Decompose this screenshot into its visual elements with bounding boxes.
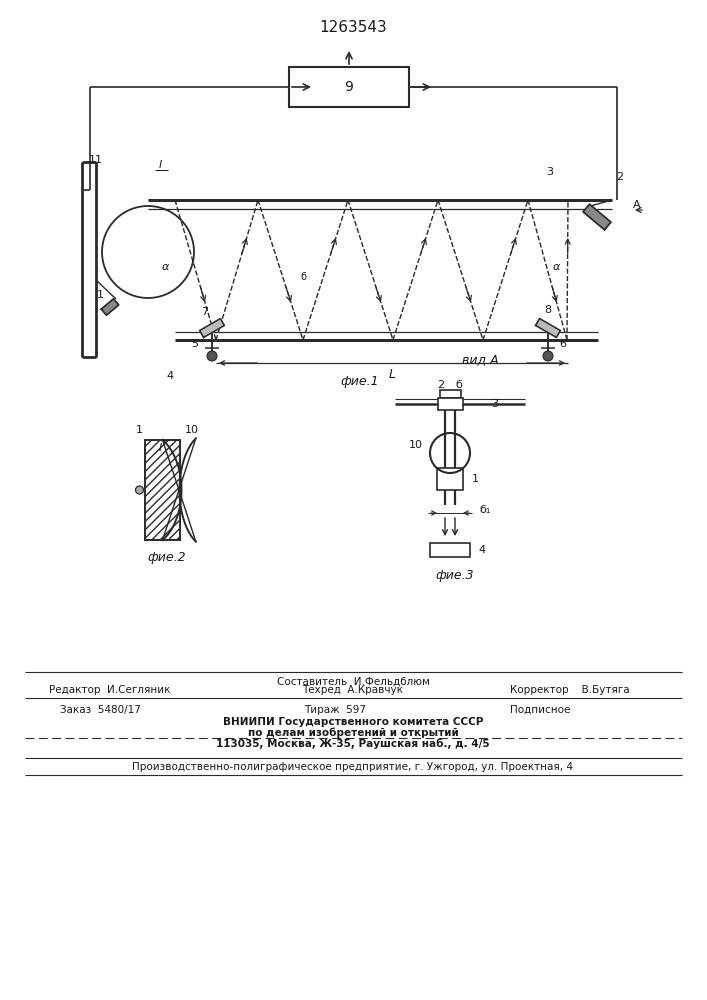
Polygon shape bbox=[101, 299, 119, 315]
Text: 8: 8 bbox=[544, 305, 551, 315]
Text: по делам изобретений и открытий: по делам изобретений и открытий bbox=[247, 728, 458, 738]
Text: α: α bbox=[552, 262, 560, 272]
Bar bbox=[438, 398, 462, 410]
Circle shape bbox=[136, 486, 144, 494]
Text: α: α bbox=[161, 262, 169, 272]
Text: 1: 1 bbox=[472, 474, 479, 484]
Text: 4: 4 bbox=[479, 545, 486, 555]
Text: 1: 1 bbox=[96, 290, 103, 300]
Polygon shape bbox=[199, 319, 224, 337]
Text: 113035, Москва, Ж-35, Раушская наб., д. 4/5: 113035, Москва, Ж-35, Раушская наб., д. … bbox=[216, 739, 490, 749]
Text: 1263543: 1263543 bbox=[319, 20, 387, 35]
Text: 2: 2 bbox=[438, 380, 445, 390]
Text: Корректор    В.Бутяга: Корректор В.Бутяга bbox=[510, 685, 630, 695]
Text: вид А: вид А bbox=[462, 354, 498, 366]
Polygon shape bbox=[536, 319, 561, 337]
Text: L: L bbox=[389, 367, 395, 380]
Text: фие.2: фие.2 bbox=[148, 552, 187, 564]
Text: 2: 2 bbox=[617, 172, 624, 182]
Text: 10: 10 bbox=[409, 440, 423, 450]
Text: Редактор  И.Сегляник: Редактор И.Сегляник bbox=[49, 685, 171, 695]
Bar bbox=[430, 543, 470, 557]
Text: б: б bbox=[455, 380, 462, 390]
Text: 5: 5 bbox=[192, 339, 199, 349]
Bar bbox=[440, 390, 460, 398]
Text: 1: 1 bbox=[136, 425, 143, 435]
Text: 9: 9 bbox=[344, 80, 354, 94]
Text: A: A bbox=[633, 200, 641, 210]
Text: ВНИИПИ Государственного комитета СССР: ВНИИПИ Государственного комитета СССР bbox=[223, 717, 483, 727]
Bar bbox=[437, 468, 463, 490]
Bar bbox=[289, 67, 409, 107]
Text: б: б bbox=[300, 272, 306, 282]
Text: 6: 6 bbox=[559, 339, 566, 349]
Text: Техред  А.Кравчук: Техред А.Кравчук bbox=[303, 685, 404, 695]
Text: фие.1: фие.1 bbox=[341, 375, 380, 388]
Text: б₁: б₁ bbox=[479, 505, 491, 515]
Text: Заказ  5480/17: Заказ 5480/17 bbox=[59, 705, 141, 715]
Text: фие.3: фие.3 bbox=[436, 568, 474, 582]
Text: 7: 7 bbox=[201, 307, 209, 317]
Text: 3: 3 bbox=[547, 167, 554, 177]
Text: Тираж  597: Тираж 597 bbox=[304, 705, 366, 715]
Text: I: I bbox=[158, 443, 162, 453]
Text: I: I bbox=[158, 160, 162, 170]
Text: Подписное: Подписное bbox=[510, 705, 570, 715]
Text: Составитель  И.Фельдблюм: Составитель И.Фельдблюм bbox=[276, 677, 429, 687]
Text: 10: 10 bbox=[185, 425, 199, 435]
Text: 3: 3 bbox=[491, 399, 498, 409]
Text: 11: 11 bbox=[89, 155, 103, 165]
Text: 4: 4 bbox=[166, 371, 173, 381]
Bar bbox=[144, 440, 180, 540]
Text: Производственно-полиграфическое предприятие, г. Ужгород, ул. Проектная, 4: Производственно-полиграфическое предприя… bbox=[132, 762, 573, 772]
Polygon shape bbox=[583, 204, 611, 230]
Circle shape bbox=[543, 351, 553, 361]
Bar bbox=[144, 440, 180, 540]
Circle shape bbox=[207, 351, 217, 361]
